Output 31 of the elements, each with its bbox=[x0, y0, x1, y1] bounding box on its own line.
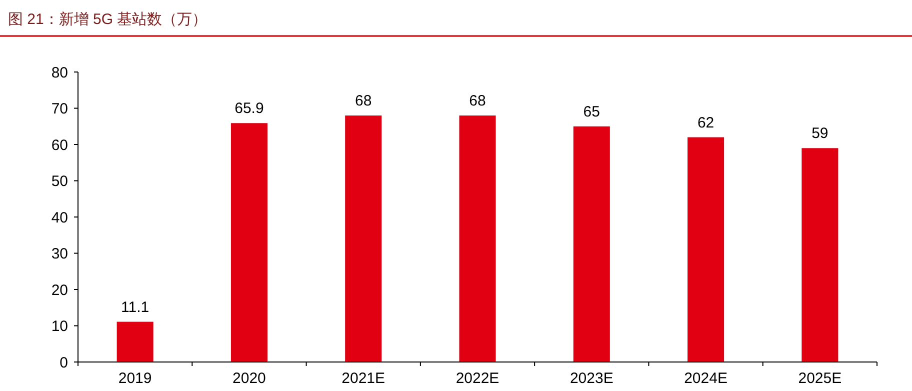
bar bbox=[688, 137, 724, 362]
data-label: 65 bbox=[583, 103, 600, 120]
y-tick-label: 70 bbox=[51, 100, 68, 118]
data-label: 65.9 bbox=[234, 100, 264, 118]
y-tick-label: 80 bbox=[51, 64, 68, 82]
x-tick-label: 2021E bbox=[342, 370, 386, 387]
data-label: 59 bbox=[812, 125, 828, 142]
bar bbox=[573, 126, 610, 362]
x-tick-label: 2022E bbox=[456, 370, 500, 387]
data-label: 62 bbox=[697, 114, 714, 132]
y-tick-label: 60 bbox=[51, 136, 68, 154]
data-label: 68 bbox=[469, 92, 486, 110]
x-tick-label: 2023E bbox=[570, 370, 614, 387]
data-label: 11.1 bbox=[121, 298, 150, 316]
bar bbox=[230, 123, 268, 362]
bar bbox=[345, 116, 382, 362]
x-tick-label: 2020 bbox=[232, 370, 266, 387]
y-tick-label: 20 bbox=[51, 282, 68, 299]
data-label: 68 bbox=[355, 92, 372, 110]
bar bbox=[802, 148, 838, 362]
bar bbox=[116, 322, 154, 362]
x-tick-label: 2025E bbox=[798, 370, 842, 387]
x-tick-label: 2019 bbox=[118, 370, 152, 387]
y-tick-label: 50 bbox=[51, 173, 68, 190]
chart-title: 图 21：新增 5G 基站数（万） bbox=[8, 11, 208, 28]
bar bbox=[459, 116, 496, 362]
y-tick-label: 30 bbox=[51, 246, 68, 262]
y-tick-label: 0 bbox=[60, 354, 68, 372]
y-tick-label: 40 bbox=[51, 209, 68, 226]
x-tick-label: 2024E bbox=[684, 370, 728, 387]
y-tick-label: 10 bbox=[51, 318, 68, 335]
